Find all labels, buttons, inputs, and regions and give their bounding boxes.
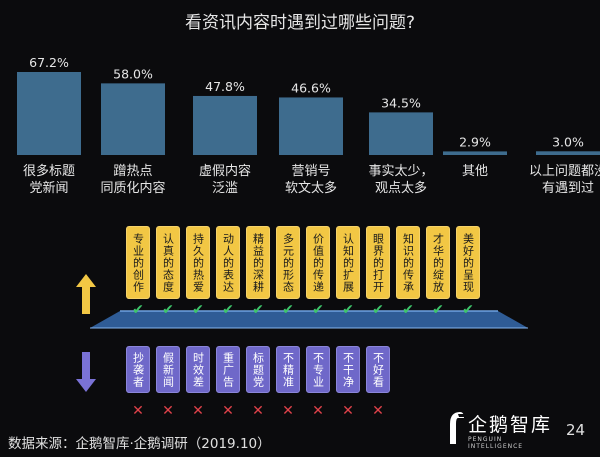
check-icon: ✔ bbox=[192, 302, 204, 318]
check-icon: ✔ bbox=[372, 302, 384, 318]
cross-icon: ✕ bbox=[282, 403, 294, 419]
down-arrow-icon bbox=[76, 352, 96, 392]
category-label: 同质化内容 bbox=[100, 180, 165, 196]
chart-title: 看资讯内容时遇到过哪些问题? bbox=[184, 13, 416, 33]
data-source: 数据来源：企鹅智库·企鹅调研（2019.10） bbox=[8, 436, 271, 452]
positive-tag: 价值的传递 bbox=[306, 226, 330, 299]
bar bbox=[101, 83, 165, 155]
check-icon: ✔ bbox=[162, 302, 174, 318]
negative-tag: 不专业 bbox=[306, 346, 330, 393]
cross-icon: ✕ bbox=[312, 403, 324, 419]
cross-icon: ✕ bbox=[252, 403, 264, 419]
positive-tag: 美好的呈现 bbox=[456, 226, 480, 299]
positive-tag: 才华的绽放 bbox=[426, 226, 450, 299]
check-icon: ✔ bbox=[462, 302, 474, 318]
check-icon: ✔ bbox=[432, 302, 444, 318]
check-icon: ✔ bbox=[282, 302, 294, 318]
check-icon: ✔ bbox=[342, 302, 354, 318]
penguin-logo-icon bbox=[450, 412, 464, 444]
cross-icon: ✕ bbox=[372, 403, 384, 419]
negative-tag: 不干净 bbox=[336, 346, 360, 393]
cross-icon: ✕ bbox=[222, 403, 234, 419]
bar bbox=[443, 151, 507, 155]
check-icon: ✔ bbox=[132, 302, 144, 318]
up-arrow-icon bbox=[76, 274, 96, 314]
negative-tag: 抄袭者 bbox=[126, 346, 150, 393]
positive-tag: 专业的创作 bbox=[126, 226, 150, 299]
cross-icon: ✕ bbox=[342, 403, 354, 419]
negative-tag: 不好看 bbox=[366, 346, 390, 393]
bar-value-label: 34.5% bbox=[381, 95, 421, 110]
category-label: 蹭热点 bbox=[113, 164, 152, 179]
positive-tag: 知识的传承 bbox=[396, 226, 420, 299]
check-icon: ✔ bbox=[222, 302, 234, 318]
positive-tag: 动人的表达 bbox=[216, 226, 240, 299]
check-icon: ✔ bbox=[402, 302, 414, 318]
bar-value-label: 3.0% bbox=[552, 134, 584, 149]
negative-tag: 标题党 bbox=[246, 346, 270, 393]
cross-icon: ✕ bbox=[132, 403, 144, 419]
bar bbox=[536, 151, 600, 155]
bar-value-label: 46.6% bbox=[291, 80, 331, 95]
logo-subtext: PENGUIN INTELLIGENCE bbox=[468, 436, 524, 450]
bar-value-label: 2.9% bbox=[459, 134, 491, 149]
bar bbox=[279, 97, 343, 155]
category-label: 很多标题 bbox=[23, 163, 75, 179]
bar-value-label: 47.8% bbox=[205, 79, 245, 94]
positive-tag: 认真的态度 bbox=[156, 226, 180, 299]
page-number: 24 bbox=[566, 421, 586, 439]
category-label: 观点太多 bbox=[375, 180, 427, 196]
category-label: 其他 bbox=[462, 164, 488, 179]
cross-icon: ✕ bbox=[192, 403, 204, 419]
category-label: 以上问题都没 bbox=[529, 164, 600, 179]
category-label: 软文太多 bbox=[285, 180, 337, 196]
bar bbox=[17, 72, 81, 155]
category-label: 党新闻 bbox=[29, 180, 68, 196]
positive-tag: 持久的热爱 bbox=[186, 226, 210, 299]
negative-tag: 重广告 bbox=[216, 346, 240, 393]
negative-tag: 假新闻 bbox=[156, 346, 180, 393]
positive-tag: 认知的扩展 bbox=[336, 226, 360, 299]
bar-value-label: 58.0% bbox=[113, 66, 153, 81]
positive-tag: 精益的深耕 bbox=[246, 226, 270, 299]
check-icon: ✔ bbox=[312, 302, 324, 318]
category-label: 有遇到过 bbox=[542, 181, 594, 196]
category-label: 事实太少， bbox=[368, 164, 433, 179]
negative-tag: 不精准 bbox=[276, 346, 300, 393]
logo-text: 企鹅智库 bbox=[468, 414, 553, 436]
cross-icon: ✕ bbox=[162, 403, 174, 419]
bar-value-label: 67.2% bbox=[29, 55, 69, 70]
positive-tag: 多元的形态 bbox=[276, 226, 300, 299]
bar bbox=[193, 95, 257, 155]
brand-logo: 企鹅智库 PENGUIN INTELLIGENCE bbox=[446, 408, 558, 450]
category-label: 虚假内容 bbox=[199, 163, 251, 179]
category-label: 泛滥 bbox=[212, 181, 238, 196]
check-icon: ✔ bbox=[252, 302, 264, 318]
bar bbox=[369, 112, 433, 155]
negative-tag: 时效差 bbox=[186, 346, 210, 393]
category-label: 营销号 bbox=[291, 164, 330, 179]
stage-platform bbox=[90, 311, 528, 328]
positive-tag: 眼界的打开 bbox=[366, 226, 390, 299]
